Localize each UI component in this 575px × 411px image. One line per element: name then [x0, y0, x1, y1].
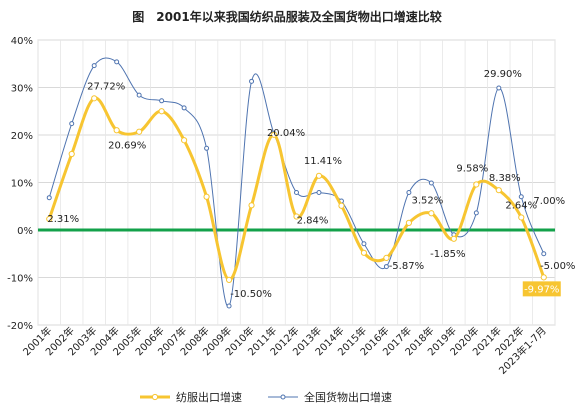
data-label: 3.52% — [411, 195, 443, 206]
y-tick-label: 0% — [17, 226, 33, 237]
series-point-1 — [46, 195, 52, 201]
data-label: 9.58% — [456, 163, 488, 174]
data-label: 2.31% — [47, 214, 79, 225]
series-point-1 — [181, 105, 187, 111]
series-point-0 — [450, 235, 457, 242]
y-tick-label: 20% — [11, 131, 33, 142]
series-point-1 — [136, 92, 142, 98]
chart-title: 图 2001年以来我国纺织品服装及全国货物出口增速比较 — [132, 9, 441, 24]
data-label: 27.72% — [87, 81, 125, 92]
data-label: 2.64% — [505, 200, 537, 211]
series-point-0 — [248, 202, 255, 209]
series-point-1 — [428, 180, 434, 186]
series-point-1 — [383, 264, 389, 270]
series-point-0 — [495, 187, 502, 194]
series-point-1 — [406, 189, 412, 195]
data-label: 29.90% — [484, 69, 522, 80]
series-point-1 — [114, 59, 120, 65]
y-tick-label: -10% — [7, 274, 33, 285]
data-label: 20.69% — [108, 141, 146, 152]
legend-marker-0 — [151, 393, 159, 401]
y-tick-label: 10% — [11, 179, 33, 190]
series-point-1 — [361, 241, 367, 247]
gridlines — [37, 39, 556, 326]
series-point-1 — [226, 303, 232, 309]
series-point-0 — [338, 202, 345, 209]
series-point-0 — [518, 214, 525, 221]
series-point-0 — [46, 215, 53, 223]
series-point-0 — [293, 213, 300, 220]
series-point-1 — [249, 78, 255, 84]
series-point-0 — [203, 193, 210, 200]
series-point-0 — [136, 128, 143, 135]
y-tick-label: 30% — [11, 84, 33, 95]
data-label: 2.84% — [297, 216, 329, 227]
series-point-0 — [113, 127, 120, 134]
series-point-0 — [68, 150, 75, 158]
data-labels: 2.31% 27.72% 20.69% -10.50% 20.04% 2.84% 11.41… — [47, 69, 575, 300]
series-point-1 — [204, 145, 210, 151]
data-label: -5.00% — [540, 261, 575, 272]
series-point-0 — [383, 254, 390, 261]
legend: 纺服出口增速 全国货物出口增速 — [140, 390, 392, 404]
series-point-1 — [294, 189, 299, 195]
data-label-highlight-box — [522, 281, 561, 297]
series-point-0 — [181, 137, 188, 144]
y-tick-label: -20% — [7, 321, 33, 332]
series-point-0 — [428, 210, 435, 217]
series-point-0 — [158, 108, 165, 115]
data-label: -9.97% — [524, 284, 559, 295]
data-label: 8.38% — [489, 173, 521, 184]
series-point-0 — [540, 274, 547, 281]
series-layer — [46, 57, 547, 309]
series-point-0 — [360, 249, 368, 256]
series-point-1 — [91, 63, 97, 69]
data-label: -5.87% — [389, 261, 424, 272]
y-axis: -20% -10% 0% 10% 20% 30% 40% — [7, 36, 33, 332]
data-label: -1.85% — [430, 249, 465, 260]
legend-label-0: 纺服出口增速 — [176, 390, 242, 404]
series-point-0 — [473, 181, 480, 188]
y-tick-label: 40% — [11, 36, 33, 47]
series-point-0 — [315, 172, 323, 179]
series-point-1 — [159, 98, 165, 104]
series-point-1 — [316, 189, 322, 195]
series-point-1 — [496, 85, 502, 91]
series-point-1 — [473, 210, 479, 216]
series-point-1 — [69, 121, 75, 127]
series-point-0 — [270, 131, 278, 138]
series-point-1 — [518, 194, 524, 200]
x-axis: 2001年2002年2003年2004年2005年2006年2007年2008年… — [20, 324, 549, 377]
series-point-1 — [541, 251, 547, 257]
data-label: 7.00% — [533, 196, 565, 207]
series-point-0 — [405, 219, 412, 226]
series-line-0 — [47, 96, 546, 282]
data-label: 20.04% — [267, 128, 305, 139]
legend-marker-1 — [280, 394, 286, 400]
data-label: 11.41% — [304, 156, 342, 167]
series-point-0 — [91, 95, 98, 102]
series-point-0 — [225, 276, 233, 283]
legend-label-1: 全国货物出口增速 — [304, 390, 392, 404]
data-label: -10.50% — [230, 289, 272, 300]
